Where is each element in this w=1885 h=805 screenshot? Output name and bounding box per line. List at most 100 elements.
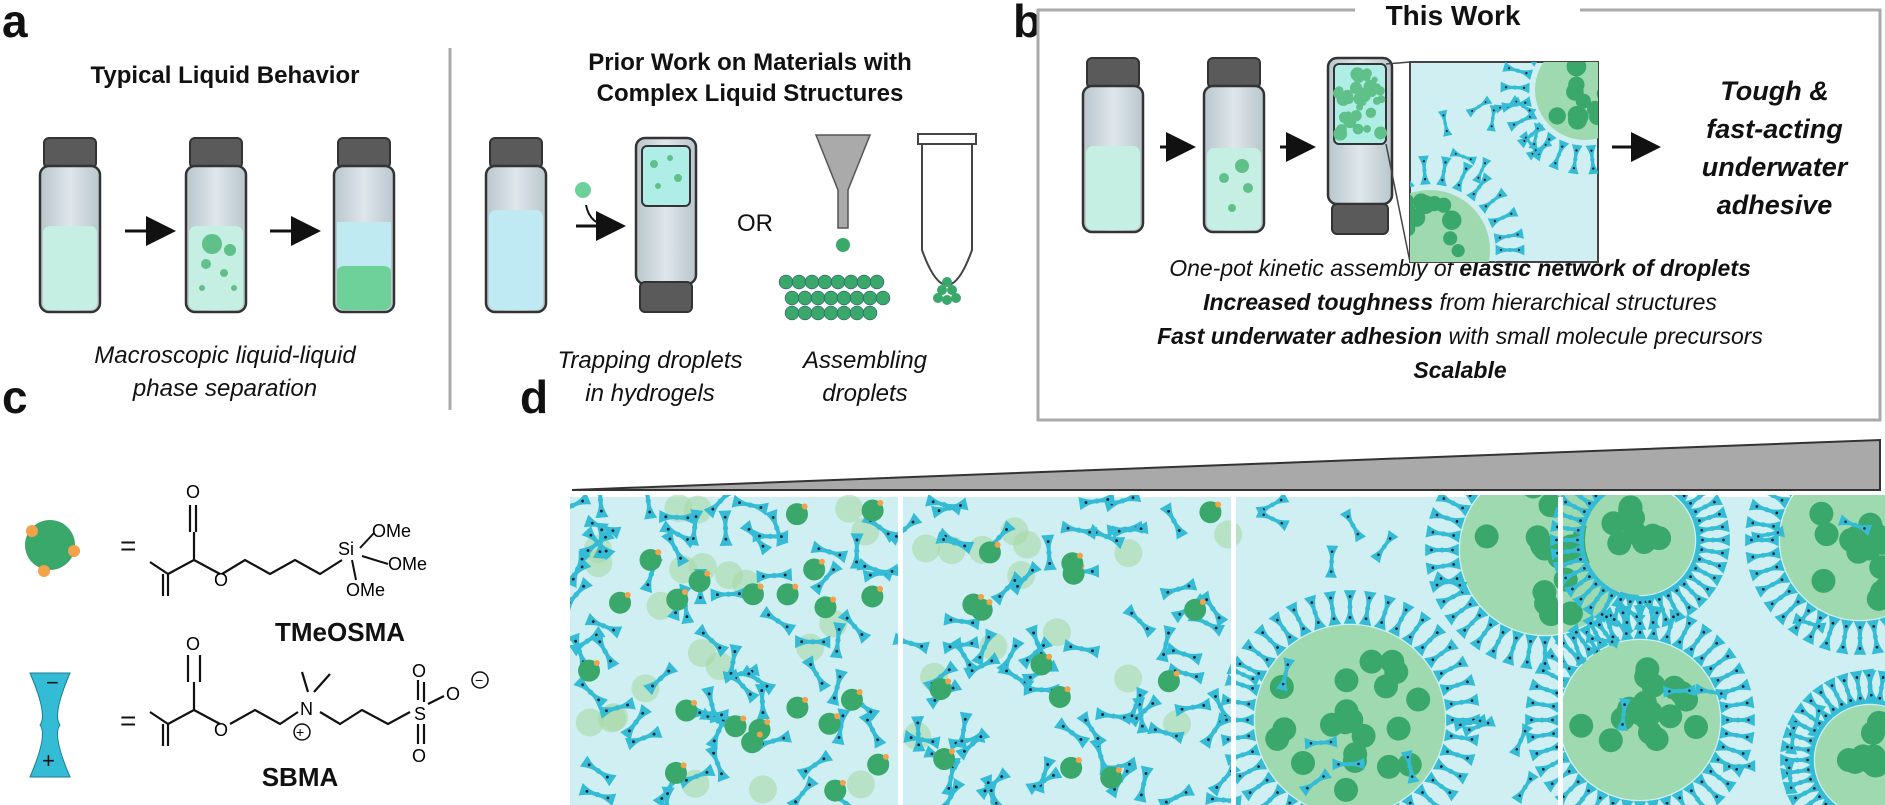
sbma-molecule bbox=[849, 533, 864, 569]
sbma-molecule bbox=[639, 495, 658, 520]
tmeosma-droplet bbox=[1410, 194, 1414, 209]
silane-dot bbox=[856, 689, 863, 696]
sbma-molecule bbox=[1511, 770, 1539, 804]
packed-droplet bbox=[836, 305, 852, 321]
sbma-molecule bbox=[1593, 587, 1621, 623]
tmeosma-droplet bbox=[1100, 766, 1123, 789]
tmeosma-droplet bbox=[1632, 690, 1657, 715]
sbma-molecule bbox=[759, 605, 797, 636]
sbma-molecule bbox=[1425, 525, 1461, 543]
tmeosma-droplet bbox=[1410, 221, 1416, 236]
vial-droplet bbox=[1352, 123, 1364, 135]
sbma-molecule bbox=[1615, 20, 1641, 49]
sbma-molecule bbox=[983, 783, 1002, 805]
sbma-molecule bbox=[1343, 590, 1357, 624]
sbma-molecule bbox=[1550, 519, 1586, 538]
tmeosma-droplet bbox=[664, 761, 687, 784]
sbma-molecule bbox=[925, 495, 963, 516]
sbma-molecule bbox=[726, 668, 760, 704]
tmeosma-droplet bbox=[1427, 196, 1442, 211]
sbma-molecule bbox=[862, 563, 900, 583]
sbma-molecule bbox=[1025, 766, 1063, 796]
silane-dot bbox=[1077, 552, 1084, 559]
tmeosma-droplet bbox=[1622, 520, 1647, 545]
sbma-molecule bbox=[1687, 495, 1723, 521]
sbma-molecule bbox=[1159, 577, 1198, 601]
tmeosma-droplet bbox=[1567, 106, 1586, 124]
vial-droplet bbox=[1362, 73, 1371, 82]
sbma-molecule bbox=[1528, 739, 1565, 762]
tmeosma-droplet bbox=[1530, 533, 1555, 558]
tmeosma-droplet bbox=[803, 558, 826, 581]
sbma-molecule bbox=[1444, 693, 1480, 712]
sbma-s: S bbox=[414, 704, 426, 724]
sbma-molecule bbox=[1170, 593, 1208, 624]
vial-droplet bbox=[1336, 92, 1351, 106]
equals-sign-2: = bbox=[120, 705, 137, 736]
sbma-icon bbox=[29, 672, 71, 778]
sbma-molecule bbox=[693, 623, 730, 658]
tmeosma-droplet bbox=[1376, 754, 1401, 779]
droplet-add bbox=[575, 182, 591, 198]
b-vial-3-droplets bbox=[1332, 67, 1388, 141]
silane-dot bbox=[624, 592, 631, 599]
sbma-molecule bbox=[718, 510, 733, 547]
result-text: Tough & fast-acting underwater adhesive bbox=[1672, 72, 1877, 224]
vial-droplet bbox=[1375, 85, 1385, 96]
sbma-molecule bbox=[1220, 693, 1256, 712]
vial-droplet bbox=[1354, 71, 1362, 78]
panel-label-b: b bbox=[1013, 0, 1042, 47]
tmeosma-droplet bbox=[1866, 524, 1885, 549]
sbma-molecule bbox=[955, 727, 991, 761]
sbma-molecule bbox=[936, 527, 975, 554]
sbma-molecule bbox=[1147, 721, 1185, 745]
sbma-molecule bbox=[1625, 34, 1654, 60]
sbma-molecule bbox=[1031, 756, 1057, 794]
sbma-molecule bbox=[1485, 440, 1511, 476]
packed-droplet bbox=[797, 290, 813, 306]
vial-droplet bbox=[1341, 92, 1352, 103]
bullet-line2: Increased toughness from hierarchical st… bbox=[1040, 285, 1880, 319]
silane-dot bbox=[1173, 670, 1180, 677]
vial-droplet bbox=[1372, 97, 1381, 105]
packed-droplet bbox=[869, 274, 885, 290]
trapping-caption: Trapping droplets in hydrogels bbox=[530, 344, 770, 410]
sbma-molecule bbox=[1528, 678, 1565, 701]
sbma-molecule bbox=[1552, 634, 1570, 670]
silane-dot bbox=[680, 762, 687, 769]
sbma-molecule bbox=[1063, 639, 1101, 659]
packed-droplet bbox=[784, 305, 800, 321]
tmeosma-droplet bbox=[1638, 700, 1663, 725]
sbma-molecule bbox=[1375, 167, 1399, 197]
sbma-molecule bbox=[827, 787, 865, 805]
sbma-molecule bbox=[1629, 557, 1665, 575]
silane-dot bbox=[1075, 757, 1082, 764]
sbma-molecule bbox=[1358, 590, 1377, 626]
sbma-molecule bbox=[620, 704, 652, 741]
sbma-molecule bbox=[1324, 545, 1339, 578]
tmeosma-droplet bbox=[1569, 713, 1594, 738]
silane-dot bbox=[986, 599, 993, 606]
sbma-molecule bbox=[1095, 707, 1132, 726]
sbma-molecule bbox=[1525, 713, 1559, 727]
sbma-molecule bbox=[1701, 647, 1737, 678]
sbma-molecule bbox=[1651, 453, 1673, 489]
tmeosma-droplet bbox=[1334, 668, 1359, 693]
tmeosma-droplet bbox=[1846, 531, 1871, 556]
sbma-molecule bbox=[1552, 551, 1589, 574]
sbma-molecule bbox=[710, 586, 747, 602]
tmeosma-droplet bbox=[970, 598, 993, 621]
b-vial-3-inverted bbox=[1326, 56, 1394, 235]
tmeosma-droplet bbox=[933, 748, 956, 771]
sbma-molecule bbox=[1638, 98, 1669, 115]
sbma-molecule bbox=[903, 729, 941, 750]
silane-dot bbox=[834, 713, 841, 720]
sbma-molecule bbox=[1025, 624, 1050, 663]
sbma-molecule bbox=[837, 608, 872, 644]
prior-work-heading: Prior Work on Materials with Complex Liq… bbox=[540, 47, 960, 109]
tmeosma-droplet bbox=[1851, 744, 1876, 769]
sbma-molecule bbox=[1691, 506, 1728, 529]
sbma-molecule bbox=[829, 622, 847, 659]
sbma-molecule bbox=[1455, 606, 1489, 640]
tmeosma-droplet bbox=[786, 696, 809, 719]
